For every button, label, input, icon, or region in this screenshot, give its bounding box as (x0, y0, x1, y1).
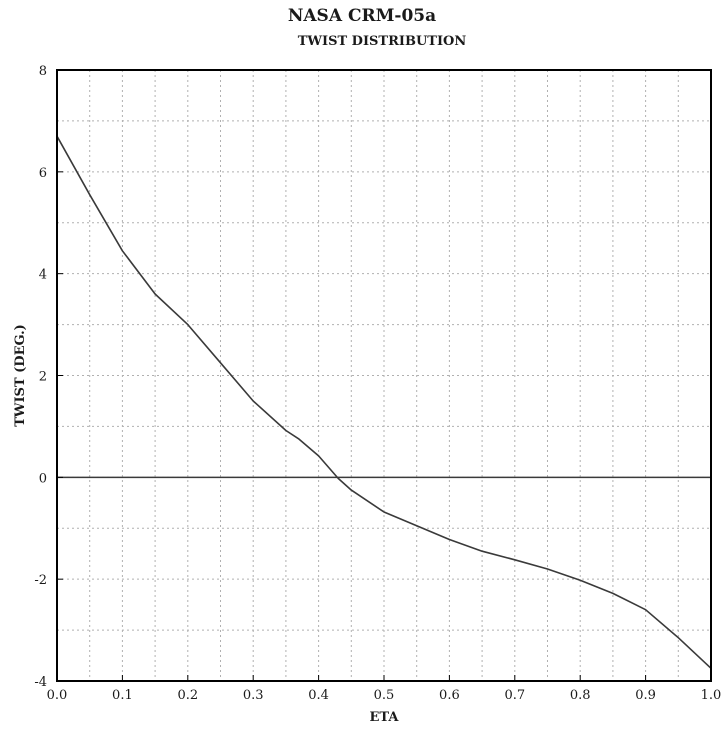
x-tick-label: 0.4 (308, 688, 329, 703)
x-tick-label: 1.0 (701, 688, 722, 703)
y-tick-label: 2 (39, 370, 47, 385)
x-axis-label: ETA (370, 710, 400, 725)
grid (57, 70, 711, 681)
y-tick-label: 8 (39, 64, 47, 79)
x-tick-label: 0.2 (177, 688, 198, 703)
x-tick-label: 0.7 (504, 688, 525, 703)
x-tick-label: 0.9 (635, 688, 656, 703)
y-tick-label: 0 (39, 471, 47, 486)
x-tick-label: 0.5 (374, 688, 395, 703)
y-axis-label: TWIST (DEG.) (13, 324, 28, 427)
y-tick-label: 6 (39, 166, 47, 181)
x-tick-label: 0.3 (243, 688, 264, 703)
x-tick-label: 0.8 (570, 688, 591, 703)
y-tick-label: 4 (39, 268, 47, 283)
x-axis-ticks: 0.0 0.1 0.2 0.3 0.4 0.5 0.6 0.7 0.8 0.9 1.0 (47, 675, 722, 703)
y-tick-label: -2 (34, 573, 47, 588)
x-tick-label: 0.0 (47, 688, 68, 703)
x-tick-label: 0.6 (439, 688, 460, 703)
y-axis-ticks: -4 -2 0 2 4 6 8 (34, 64, 63, 690)
x-tick-label: 0.1 (112, 688, 133, 703)
y-tick-label: -4 (34, 675, 47, 690)
